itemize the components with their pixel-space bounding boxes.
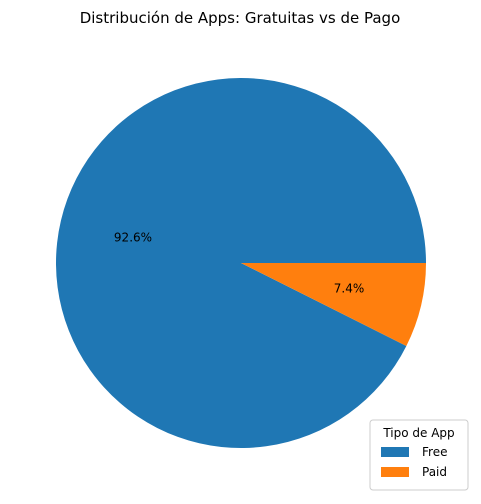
legend-swatch-free (381, 447, 409, 457)
pie-label-paid: 7.4% (334, 282, 365, 296)
chart-title: Distribución de Apps: Gratuitas vs de Pa… (80, 9, 401, 27)
pie-slice-free (55, 78, 426, 449)
legend-label-paid: Paid (422, 465, 447, 479)
pie-slice-paid (241, 263, 426, 346)
legend-swatch-paid (381, 467, 409, 477)
legend-label-free: Free (422, 445, 447, 459)
legend: Tipo de App Free Paid (369, 419, 469, 491)
pie-labels: 92.6% 7.4% (114, 230, 364, 295)
legend-title: Tipo de App (382, 426, 454, 440)
pie-label-free: 92.6% (114, 230, 152, 244)
pie-slices (55, 78, 426, 449)
